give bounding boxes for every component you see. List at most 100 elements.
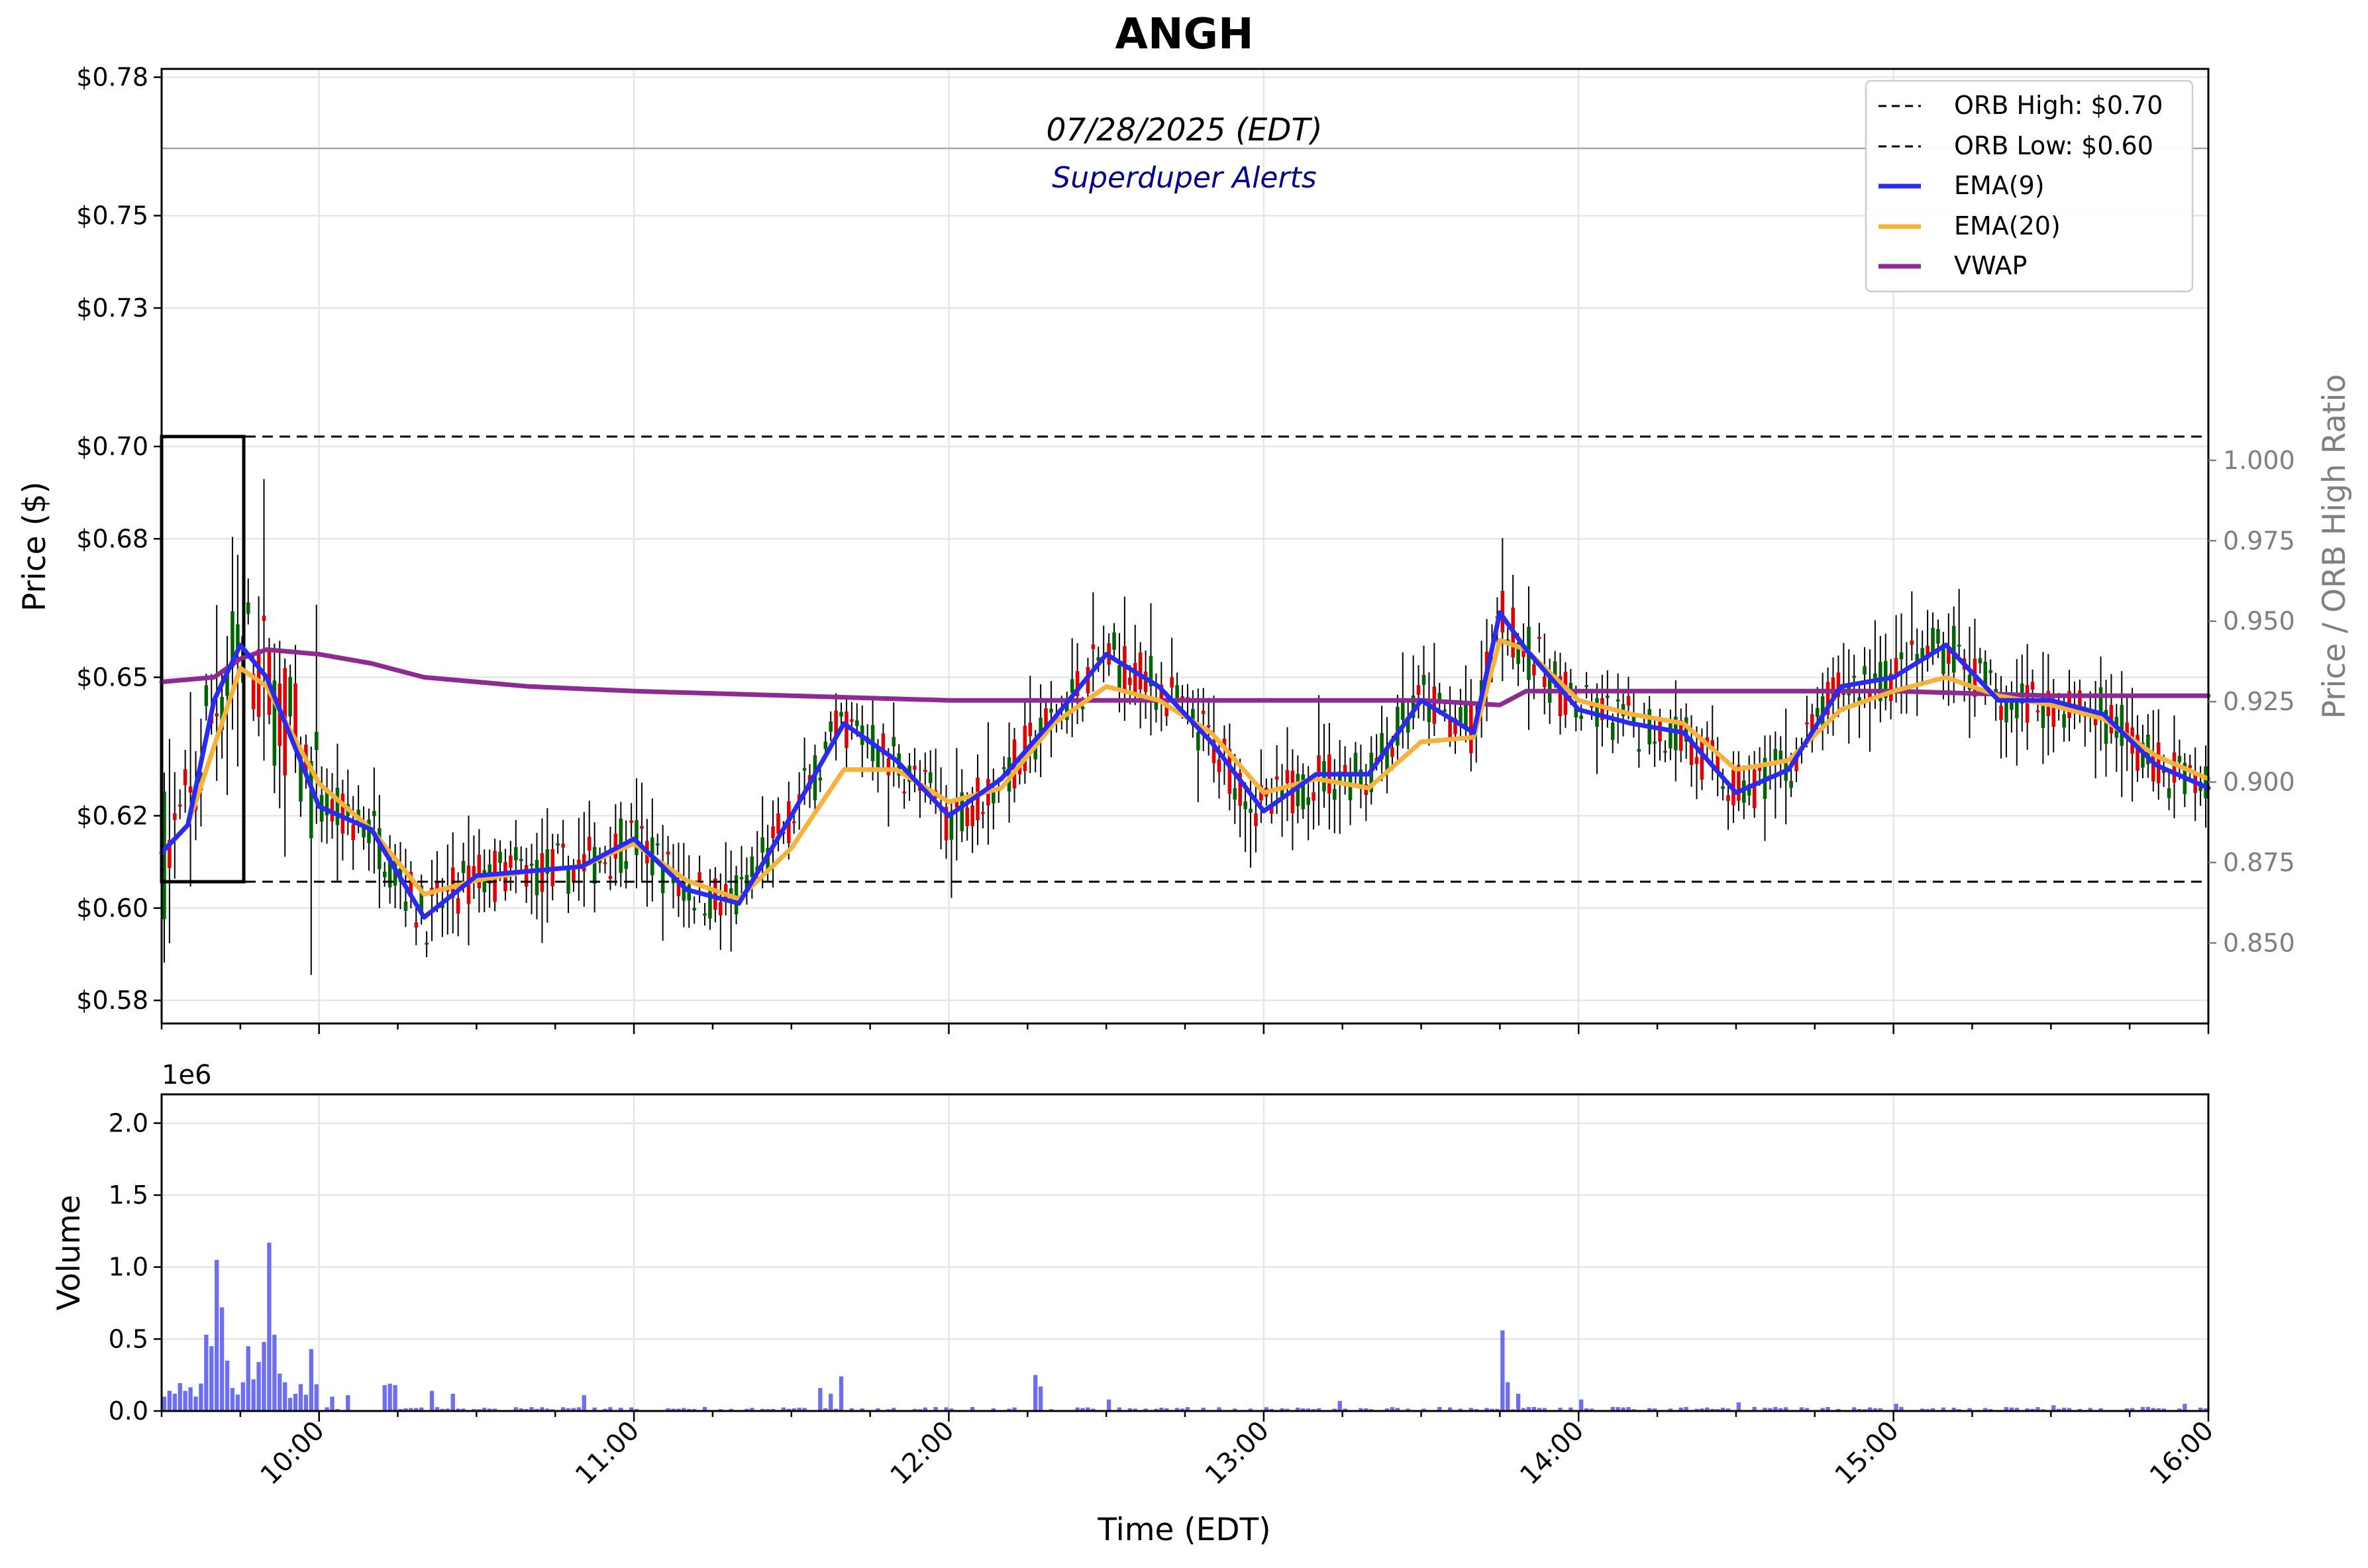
volume-bar bbox=[287, 1398, 293, 1411]
volume-bar bbox=[829, 1393, 833, 1411]
candle-up bbox=[708, 888, 712, 919]
volume-bar bbox=[1763, 1408, 1767, 1411]
candle-down bbox=[577, 859, 581, 869]
volume-bar bbox=[529, 1407, 534, 1411]
volume-bar bbox=[535, 1408, 539, 1411]
chart-title: ANGH bbox=[1115, 10, 1253, 59]
volume-bar bbox=[792, 1408, 796, 1411]
candle-up bbox=[1978, 658, 1982, 664]
candle-up bbox=[1815, 707, 1820, 717]
volume-bar bbox=[335, 1408, 340, 1411]
volume-bar bbox=[1359, 1408, 1363, 1411]
candle-up bbox=[309, 760, 313, 839]
candle-up bbox=[382, 871, 387, 878]
volume-bar bbox=[1616, 1407, 1620, 1411]
candle-down bbox=[1868, 692, 1872, 700]
candle-down bbox=[1091, 644, 1096, 649]
candle-up bbox=[1437, 692, 1442, 701]
volume-bar bbox=[162, 1396, 167, 1411]
candle-up bbox=[556, 843, 560, 846]
candle-up bbox=[1070, 679, 1074, 693]
candle-up bbox=[1385, 750, 1389, 774]
candle-up bbox=[2120, 705, 2124, 746]
candle-down bbox=[834, 710, 838, 739]
volume-bar bbox=[219, 1307, 225, 1411]
candle-down bbox=[886, 758, 891, 776]
candle-up bbox=[566, 869, 570, 894]
volume-bar bbox=[1873, 1408, 1878, 1411]
ratio-tick-label: 1.000 bbox=[2223, 446, 2295, 475]
candle-up bbox=[1280, 788, 1284, 796]
volume-bar bbox=[2130, 1408, 2135, 1411]
volume-bar bbox=[944, 1407, 949, 1411]
volume-tick-label: 0.5 bbox=[109, 1324, 148, 1353]
candle-up bbox=[829, 721, 833, 732]
volume-bar bbox=[770, 1408, 776, 1411]
volume-bar bbox=[892, 1408, 896, 1411]
volume-bar bbox=[183, 1390, 187, 1411]
volume-bar bbox=[1264, 1407, 1268, 1411]
candle-up bbox=[692, 908, 696, 911]
candle-up bbox=[225, 668, 229, 696]
volume-bar bbox=[2009, 1407, 2014, 1411]
candle-up bbox=[1931, 627, 1935, 655]
volume-bar bbox=[2077, 1408, 2083, 1411]
candle-down bbox=[1794, 757, 1798, 772]
candle-up bbox=[1049, 708, 1053, 713]
volume-bar bbox=[1490, 1408, 1494, 1411]
volume-bar bbox=[2035, 1407, 2040, 1411]
volume-bar bbox=[576, 1407, 582, 1411]
candle-down bbox=[1448, 716, 1452, 737]
volume-bar bbox=[1826, 1406, 1830, 1411]
volume-bar bbox=[692, 1408, 697, 1411]
volume-bar bbox=[1516, 1393, 1521, 1411]
candles bbox=[162, 479, 2208, 975]
volume-bar bbox=[1154, 1408, 1158, 1411]
volume-bar bbox=[1784, 1407, 1788, 1411]
volume-bar bbox=[2198, 1407, 2203, 1411]
volume-bar bbox=[1857, 1408, 1862, 1411]
volume-bar bbox=[2088, 1408, 2092, 1411]
candle-down bbox=[792, 821, 796, 823]
x-tick-label: 11:00 bbox=[570, 1416, 645, 1491]
candle-up bbox=[1873, 673, 1877, 681]
candle-down bbox=[629, 820, 633, 823]
candle-down bbox=[1542, 676, 1547, 687]
volume-bar bbox=[1506, 1382, 1510, 1411]
volume-bar bbox=[2145, 1406, 2151, 1411]
volume-bar bbox=[545, 1408, 550, 1411]
ratio-tick-label: 0.975 bbox=[2223, 526, 2295, 555]
candle-down bbox=[540, 853, 544, 892]
volume-bar bbox=[414, 1408, 419, 1411]
volume-bar bbox=[1447, 1407, 1453, 1411]
volume-bar bbox=[1621, 1407, 1625, 1411]
volume-bar bbox=[429, 1390, 435, 1411]
candle-up bbox=[299, 752, 303, 802]
candle-down bbox=[608, 876, 613, 879]
candle-down bbox=[446, 889, 450, 892]
volume-bar bbox=[1033, 1375, 1038, 1411]
candle-down bbox=[1726, 795, 1730, 802]
volume-bar bbox=[1164, 1408, 1169, 1411]
volume-bar bbox=[278, 1373, 282, 1411]
legend-label-orb-high: ORB High: $0.70 bbox=[1954, 91, 2163, 120]
candle-up bbox=[1663, 751, 1667, 753]
candle-down bbox=[1343, 764, 1347, 777]
candle-down bbox=[970, 805, 974, 827]
candle-down bbox=[509, 855, 513, 868]
volume-bar bbox=[2061, 1407, 2067, 1411]
volume-tick-label: 0.0 bbox=[109, 1396, 148, 1426]
candle-down bbox=[697, 872, 701, 886]
volume-bar bbox=[1296, 1407, 1300, 1411]
candle-up bbox=[1306, 797, 1310, 806]
volume-bar bbox=[2051, 1405, 2056, 1411]
candle-down bbox=[1075, 671, 1080, 696]
volume-bar bbox=[178, 1383, 182, 1411]
volume-bar bbox=[1395, 1408, 1400, 1411]
volume-bar bbox=[225, 1360, 230, 1411]
candle-down bbox=[572, 868, 576, 882]
price-tick-label: $0.70 bbox=[76, 432, 148, 461]
volume-bar bbox=[1878, 1408, 1882, 1411]
volume-bar bbox=[1773, 1407, 1778, 1411]
candle-down bbox=[771, 826, 775, 838]
